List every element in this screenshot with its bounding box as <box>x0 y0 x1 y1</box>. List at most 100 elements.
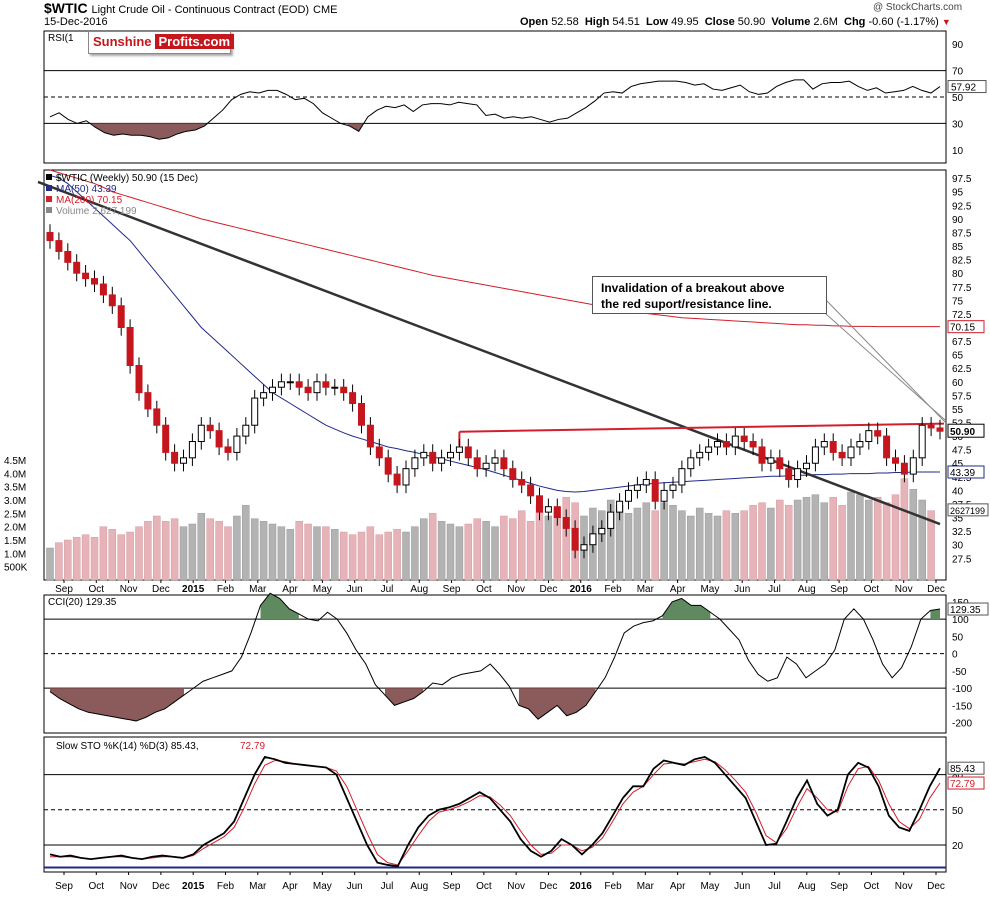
candle-body <box>527 484 535 497</box>
cci-tick-label: 50 <box>952 632 964 643</box>
candle-body <box>313 381 321 394</box>
candle-body <box>411 457 419 470</box>
candle-body <box>473 457 481 470</box>
volume-bar <box>144 521 152 581</box>
cci-last-box <box>947 602 989 616</box>
volume-bar <box>313 526 321 581</box>
rsi-title: RSI(1 <box>48 33 74 44</box>
x-tick-label: Aug <box>410 881 428 892</box>
volume-bar <box>865 499 873 581</box>
candle-body <box>580 544 588 551</box>
volume-bar <box>206 518 214 581</box>
candle-body <box>856 441 864 448</box>
price-tick-label: 62.5 <box>952 364 972 375</box>
x-tick-label: Sep <box>443 584 461 595</box>
last-close-box <box>947 423 985 438</box>
candle-body <box>696 451 704 459</box>
volume-bar <box>802 497 811 581</box>
candle-body <box>162 424 170 453</box>
volume-bar <box>339 531 348 581</box>
candle-body <box>918 424 926 459</box>
candle-body <box>73 261 81 274</box>
volume-label-box <box>947 503 989 517</box>
legend-swatch <box>46 185 52 191</box>
rsi-tick-label: 90 <box>952 40 964 51</box>
cci-line <box>49 592 941 722</box>
sto-k-box <box>947 761 985 775</box>
candle-body <box>571 527 579 551</box>
candle-body <box>678 468 686 486</box>
volume-bar <box>767 507 775 581</box>
volume-bar <box>678 510 686 581</box>
candle-body <box>260 392 268 399</box>
volume-bar <box>847 491 855 581</box>
candle-body <box>99 283 107 296</box>
price-tick-label: 35 <box>952 514 964 525</box>
x-tick-label: 2015 <box>182 584 205 595</box>
price-tick-label: 57.5 <box>952 391 972 402</box>
rsi-tick-label: 30 <box>952 119 964 130</box>
volume-bar <box>135 526 143 581</box>
x-tick-label: Jul <box>768 584 781 595</box>
x-tick-label: Sep <box>830 584 848 595</box>
candle-body <box>936 427 944 432</box>
volume-bar <box>233 515 241 581</box>
volume-tick-label: 2.0M <box>4 523 26 534</box>
sto-title-d: 72.79 <box>240 741 265 752</box>
volume-bar <box>46 547 54 581</box>
volume-bar <box>526 521 535 581</box>
ma200-line <box>49 169 940 328</box>
candle-body <box>384 457 392 475</box>
x-tick-label: Oct <box>864 881 880 892</box>
volume-tick-label: 4.5M <box>4 456 26 467</box>
x-tick-label: Nov <box>120 881 138 892</box>
price-tick-label: 95 <box>952 188 964 199</box>
price-tick-label: 60 <box>952 378 964 389</box>
volume-bar <box>348 534 357 581</box>
candle-body <box>188 441 196 459</box>
volume-bar <box>188 523 197 581</box>
volume-bar <box>562 497 570 581</box>
volume-bar <box>838 505 846 581</box>
candle-body <box>64 250 72 263</box>
candle-body <box>722 441 730 448</box>
candle-body <box>340 386 348 394</box>
x-tick-label: Apr <box>282 584 298 595</box>
cci-tick-label: -50 <box>952 667 967 678</box>
volume-bar <box>606 499 615 581</box>
ma200-label: 70.15 <box>950 323 975 334</box>
candle-body <box>269 386 276 394</box>
volume-bar <box>153 515 161 581</box>
price-tick-label: 45 <box>952 459 964 470</box>
symbol-title: $WTIC Light Crude Oil - Continuous Contr… <box>44 0 337 16</box>
volume-bar <box>740 510 748 581</box>
volume-bar <box>784 505 793 581</box>
annotation-line-2: the red suport/resistance line. <box>601 297 772 311</box>
legend-entry: MA(200) 70.15 <box>56 195 123 206</box>
volume-bar <box>731 513 740 581</box>
resistance-line <box>459 422 945 433</box>
candle-body <box>482 462 490 470</box>
candle-body <box>767 457 775 464</box>
volume-tick-label: 1.5M <box>4 536 26 547</box>
price-tick-label: 90 <box>952 215 964 226</box>
x-tick-label: May <box>313 881 332 892</box>
price-tick-label: 92.5 <box>952 201 972 212</box>
price-tick-label: 55 <box>952 405 964 416</box>
candle-body <box>180 457 187 464</box>
volume-bar <box>491 526 499 581</box>
volume-bar <box>304 523 312 581</box>
candle-body <box>607 511 615 529</box>
x-tick-label: Dec <box>152 584 170 595</box>
candle-body <box>811 446 819 464</box>
candle-body <box>197 424 205 443</box>
price-tick-label: 97.5 <box>952 174 972 185</box>
candle-body <box>625 489 632 502</box>
x-tick-label: Aug <box>798 881 816 892</box>
volume-bar <box>820 502 829 581</box>
cci-tick-label: -100 <box>952 684 972 695</box>
volume-bar <box>909 489 918 581</box>
volume-bar <box>509 518 517 581</box>
legend-swatch <box>46 207 52 213</box>
x-tick-label: Apr <box>670 584 686 595</box>
